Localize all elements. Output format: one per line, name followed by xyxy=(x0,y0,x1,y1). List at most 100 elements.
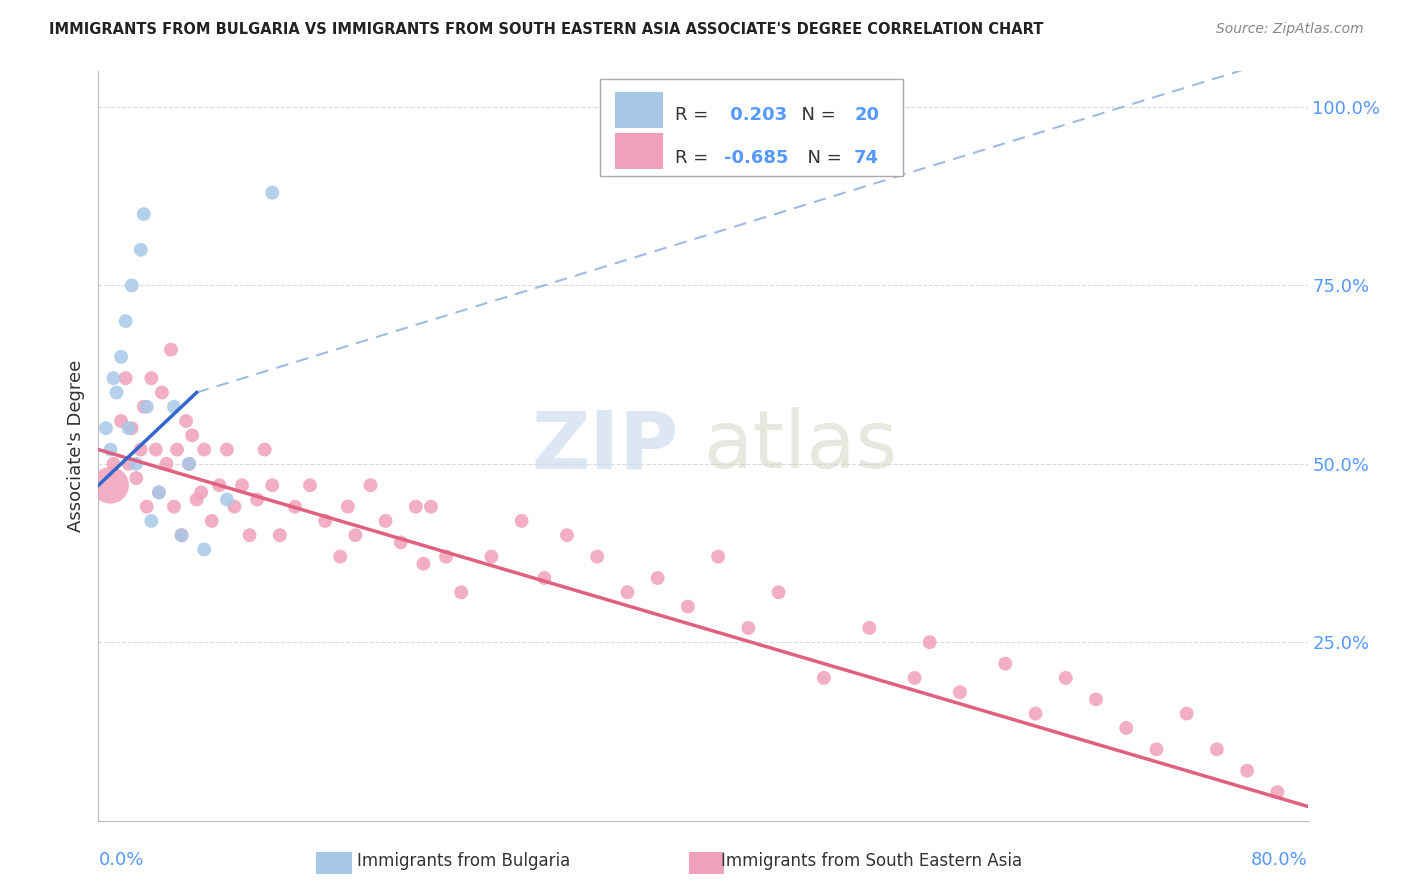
Point xyxy=(141,371,163,385)
Text: R =: R = xyxy=(675,149,714,167)
Point xyxy=(118,421,141,435)
Point xyxy=(1267,785,1289,799)
Point xyxy=(253,442,276,457)
Point xyxy=(1175,706,1198,721)
Point xyxy=(284,500,307,514)
Point xyxy=(768,585,790,599)
Point xyxy=(181,428,204,442)
Point xyxy=(949,685,972,699)
Point xyxy=(262,186,284,200)
Point xyxy=(1236,764,1258,778)
Point xyxy=(129,442,152,457)
Point xyxy=(163,500,186,514)
Text: 0.203: 0.203 xyxy=(724,106,787,124)
Point xyxy=(110,414,132,428)
Point xyxy=(434,549,457,564)
Point xyxy=(145,442,167,457)
Point xyxy=(193,542,215,557)
Point xyxy=(555,528,578,542)
Point xyxy=(510,514,533,528)
Point xyxy=(100,442,122,457)
Point xyxy=(179,457,201,471)
Point xyxy=(374,514,396,528)
Point xyxy=(135,400,157,414)
Point xyxy=(329,549,352,564)
Point xyxy=(420,500,443,514)
Point xyxy=(1206,742,1229,756)
Text: -0.685: -0.685 xyxy=(724,149,787,167)
Point xyxy=(389,535,412,549)
Text: N =: N = xyxy=(790,106,842,124)
Point xyxy=(344,528,367,542)
Point xyxy=(121,278,143,293)
Point xyxy=(132,400,155,414)
Point xyxy=(737,621,759,635)
Point xyxy=(174,414,197,428)
Point xyxy=(114,371,136,385)
Point xyxy=(1144,742,1167,756)
Point xyxy=(208,478,231,492)
Point xyxy=(314,514,336,528)
Text: 74: 74 xyxy=(855,149,879,167)
Point xyxy=(1115,721,1137,735)
Point xyxy=(858,621,880,635)
Text: N =: N = xyxy=(796,149,848,167)
Point xyxy=(1054,671,1077,685)
Point xyxy=(135,500,157,514)
Point xyxy=(412,557,434,571)
Point xyxy=(170,528,193,542)
Point xyxy=(103,371,125,385)
Text: ZIP: ZIP xyxy=(531,407,679,485)
Point xyxy=(125,457,148,471)
Point xyxy=(262,478,284,492)
Point xyxy=(94,421,117,435)
Point xyxy=(224,500,246,514)
Point xyxy=(114,314,136,328)
Point xyxy=(125,471,148,485)
Point xyxy=(201,514,224,528)
Point xyxy=(450,585,472,599)
Point xyxy=(148,485,170,500)
Text: Immigrants from South Eastern Asia: Immigrants from South Eastern Asia xyxy=(721,852,1022,870)
Point xyxy=(918,635,941,649)
Point xyxy=(1085,692,1108,706)
Point xyxy=(132,207,155,221)
Point xyxy=(405,500,427,514)
Point xyxy=(269,528,291,542)
Point xyxy=(239,528,262,542)
Point xyxy=(193,442,215,457)
FancyBboxPatch shape xyxy=(614,133,664,169)
Text: IMMIGRANTS FROM BULGARIA VS IMMIGRANTS FROM SOUTH EASTERN ASIA ASSOCIATE'S DEGRE: IMMIGRANTS FROM BULGARIA VS IMMIGRANTS F… xyxy=(49,22,1043,37)
Point xyxy=(813,671,835,685)
Point xyxy=(103,457,125,471)
Text: 20: 20 xyxy=(855,106,879,124)
Point xyxy=(186,492,208,507)
Point xyxy=(246,492,269,507)
Point xyxy=(676,599,699,614)
Point xyxy=(707,549,730,564)
Point xyxy=(904,671,927,685)
Point xyxy=(360,478,382,492)
Point xyxy=(121,421,143,435)
Point xyxy=(215,442,238,457)
Text: R =: R = xyxy=(675,106,714,124)
Point xyxy=(148,485,170,500)
Point xyxy=(129,243,152,257)
Point xyxy=(647,571,669,585)
Point xyxy=(179,457,201,471)
Text: Immigrants from Bulgaria: Immigrants from Bulgaria xyxy=(357,852,571,870)
Point xyxy=(155,457,177,471)
Y-axis label: Associate's Degree: Associate's Degree xyxy=(66,359,84,533)
FancyBboxPatch shape xyxy=(614,92,664,128)
Point xyxy=(336,500,359,514)
Point xyxy=(100,478,122,492)
Point xyxy=(110,350,132,364)
Point xyxy=(166,442,188,457)
Point xyxy=(150,385,173,400)
Text: 0.0%: 0.0% xyxy=(98,851,143,869)
Point xyxy=(616,585,638,599)
Point xyxy=(118,457,141,471)
Point xyxy=(533,571,555,585)
Point xyxy=(1024,706,1046,721)
Text: atlas: atlas xyxy=(703,407,897,485)
